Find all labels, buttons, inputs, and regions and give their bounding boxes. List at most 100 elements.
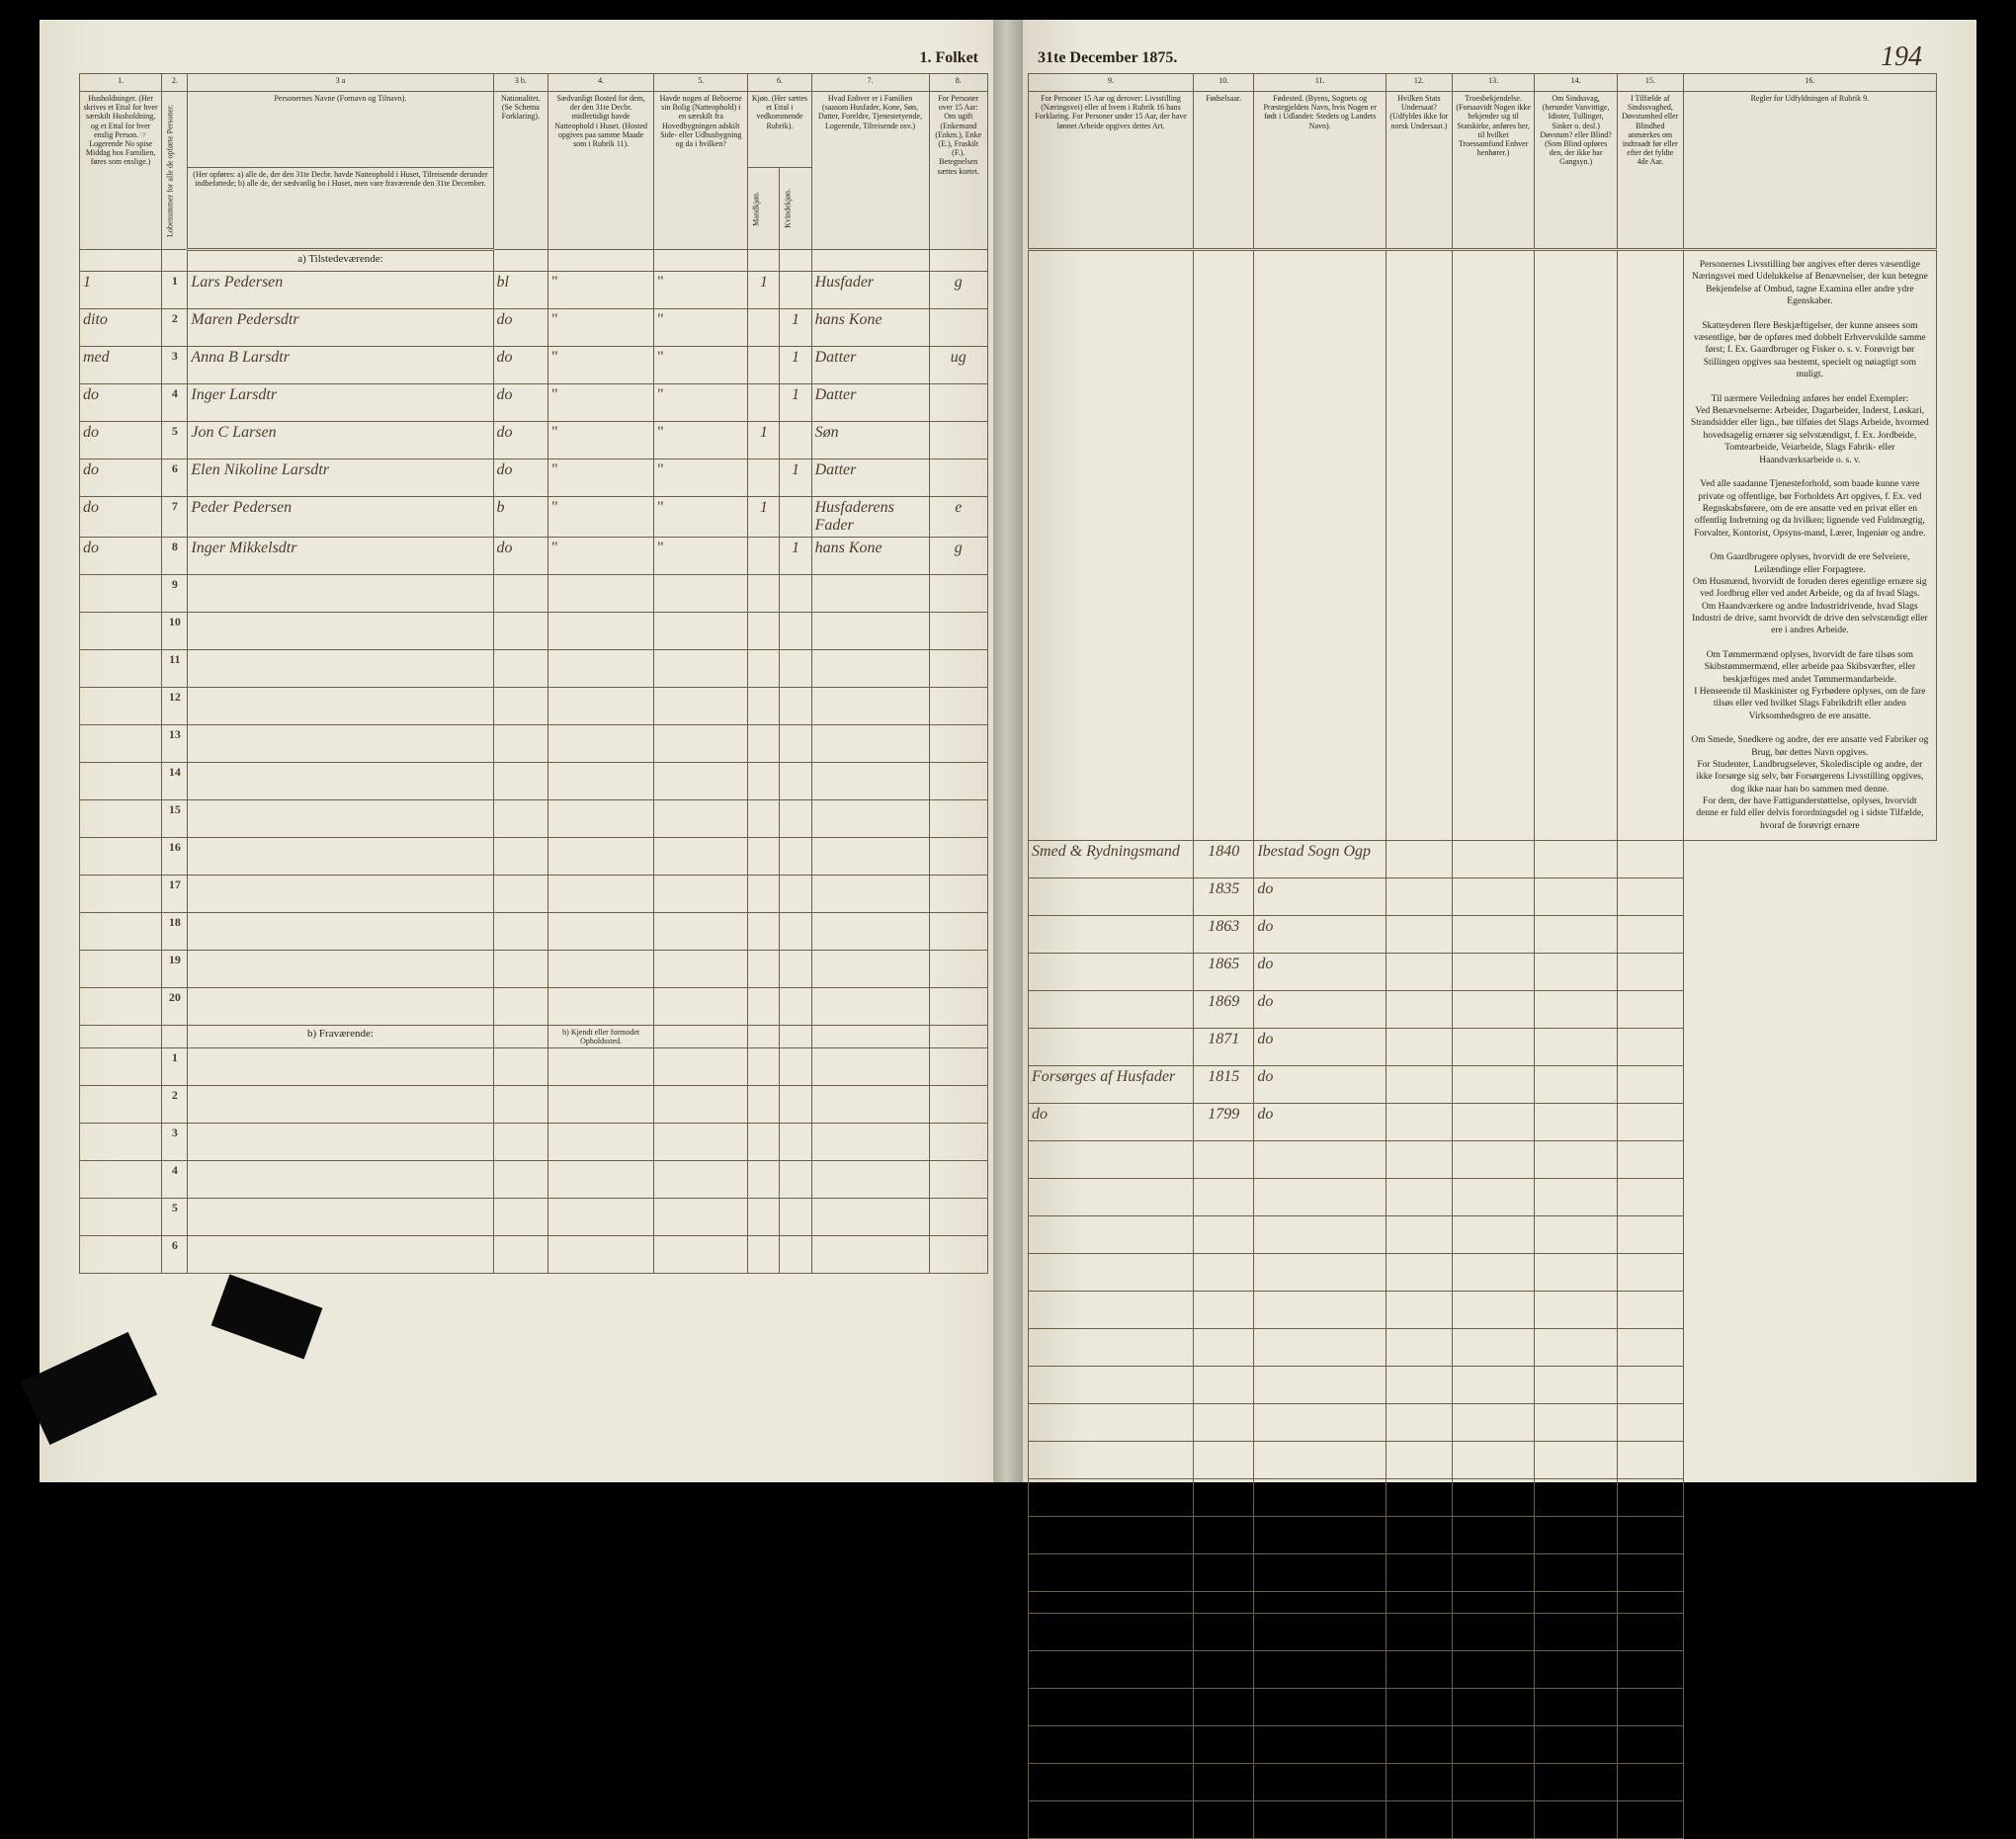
table-row-empty [1029,1367,1937,1404]
table-row: dito2Maren Pedersdtrdo""1hans Kone [80,309,988,347]
cell-faith [1452,841,1535,878]
cell-bosted: " [548,384,654,422]
cell-bosted: " [548,309,654,347]
section-note: b) Kjendt eller formodet Opholdssted. [548,1026,654,1048]
cell-relation: Søn [811,422,929,460]
table-row-empty: 19 [80,951,988,988]
table-row-empty: 3 [80,1124,988,1161]
cell-relation: hans Kone [811,538,929,575]
cell-nat: do [493,309,548,347]
col-num: 15. [1617,74,1683,92]
col-num: 5. [654,74,748,92]
cell-occupation [1029,1029,1194,1066]
col-header: Havde nogen af Beboerne sin Bolig (Natte… [654,92,748,250]
page-title-right: 31te December 1875. [1028,49,1937,67]
cell-birthplace: do [1254,1029,1386,1066]
cell-rownum: 5 [162,422,188,460]
rules-para: Om Tømmermænd oplyses, hvorvidt de fare … [1691,649,1929,686]
cell-faith [1452,878,1535,916]
cell-household: do [80,422,162,460]
cell-birthplace: do [1254,1066,1386,1104]
table-row-empty [1029,1404,1937,1442]
table-row-empty: 20 [80,988,988,1026]
cell-rownum: 2 [162,1086,188,1124]
table-row-empty: 15 [80,800,988,838]
cell-birthyear: 1815 [1194,1066,1254,1104]
cell-household: 1 [80,272,162,309]
cell-bolig: " [654,422,748,460]
cell-sex-k: 1 [780,460,811,497]
cell-rownum: 13 [162,725,188,763]
cell-state [1386,1104,1453,1141]
rules-text: Personernes Livsstilling bør angives eft… [1687,253,1933,838]
cell-faith [1452,954,1535,991]
cell-onset [1617,878,1683,916]
cell-sex-k: 1 [780,538,811,575]
table-row-empty [1029,1479,1937,1517]
col-header: Personernes Navne (Fornavn og Tilnavn). [188,92,493,168]
table-row: do6Elen Nikoline Larsdtrdo""1Datter [80,460,988,497]
cell-sex-m: 1 [748,497,780,538]
col-header: Fødested. (Byens, Sognets og Præstegjeld… [1254,92,1386,250]
table-row-empty [1029,1726,1937,1764]
cell-rownum: 1 [162,272,188,309]
table-row: 1865do [1029,954,1937,991]
table-row: do8Inger Mikkelsdtrdo""1hans Koneg [80,538,988,575]
cell-occupation: do [1029,1104,1194,1141]
cell-name: Anna B Larsdtr [188,347,493,384]
table-row: do1799do [1029,1104,1937,1141]
cell-rownum: 5 [162,1199,188,1236]
cell-state [1386,916,1453,954]
cell-civil: g [929,538,988,575]
rules-para: Til nærmere Veiledning anføres her endel… [1691,393,1929,405]
spacer-row [1029,1592,1937,1614]
col-header: Hvad Enhver er i Familien (saasom Husfad… [811,92,929,250]
cell-occupation [1029,954,1194,991]
cell-rownum: 17 [162,876,188,913]
cell-nat: do [493,347,548,384]
cell-civil: ug [929,347,988,384]
table-row-empty: 11 [80,650,988,688]
cell-civil: g [929,272,988,309]
cell-rownum: 12 [162,688,188,725]
rules-para: I Henseende til Maskinister og Fyrbødere… [1691,686,1929,722]
cell-bolig: " [654,347,748,384]
cell-onset [1617,841,1683,878]
col-num: 4. [548,74,654,92]
cell-nat: do [493,460,548,497]
cell-birthyear: 1863 [1194,916,1254,954]
cell-onset [1617,954,1683,991]
section-label: b) Fraværende: [188,1026,493,1048]
cell-bosted: " [548,422,654,460]
col-num: 6. [748,74,811,92]
cell-occupation [1029,991,1194,1029]
cell-rownum: 6 [162,1236,188,1274]
table-row-empty [1029,1254,1937,1292]
cell-civil: e [929,497,988,538]
cell-rownum: 1 [162,1048,188,1086]
cell-relation: Datter [811,460,929,497]
cell-rownum: 16 [162,838,188,876]
rules-para: For dem, der have Fattigunderstøttelse, … [1691,795,1929,832]
table-row-empty [1029,1614,1937,1651]
column-number-row: 1. 2. 3 a 3 b. 4. 5. 6. 7. 8. [80,74,988,92]
cell-rownum: 8 [162,538,188,575]
rules-para: Om Haandværkere og andre Industridrivend… [1691,601,1929,637]
cell-relation: Husfader [811,272,929,309]
table-row-empty [1029,1442,1937,1479]
rules-para: Om Husmænd, hvorvidt de foruden deres eg… [1691,576,1929,601]
rules-cell: Personernes Livsstilling bør angives eft… [1683,250,1936,841]
cell-household: do [80,538,162,575]
cell-bosted: " [548,347,654,384]
col-header: Lobenummer for alle de opførte Personer. [162,92,188,250]
spacer-row: Personernes Livsstilling bør angives eft… [1029,250,1937,841]
cell-onset [1617,1104,1683,1141]
cell-rownum: 3 [162,1124,188,1161]
cell-birthyear: 1871 [1194,1029,1254,1066]
cell-relation: hans Kone [811,309,929,347]
cell-bosted: " [548,497,654,538]
table-row-empty: 2 [80,1086,988,1124]
cell-sex-k: 1 [780,384,811,422]
col-header: Om Sindssvag, (herunder Vanvittige, Idio… [1535,92,1618,250]
col-num: 12. [1386,74,1453,92]
